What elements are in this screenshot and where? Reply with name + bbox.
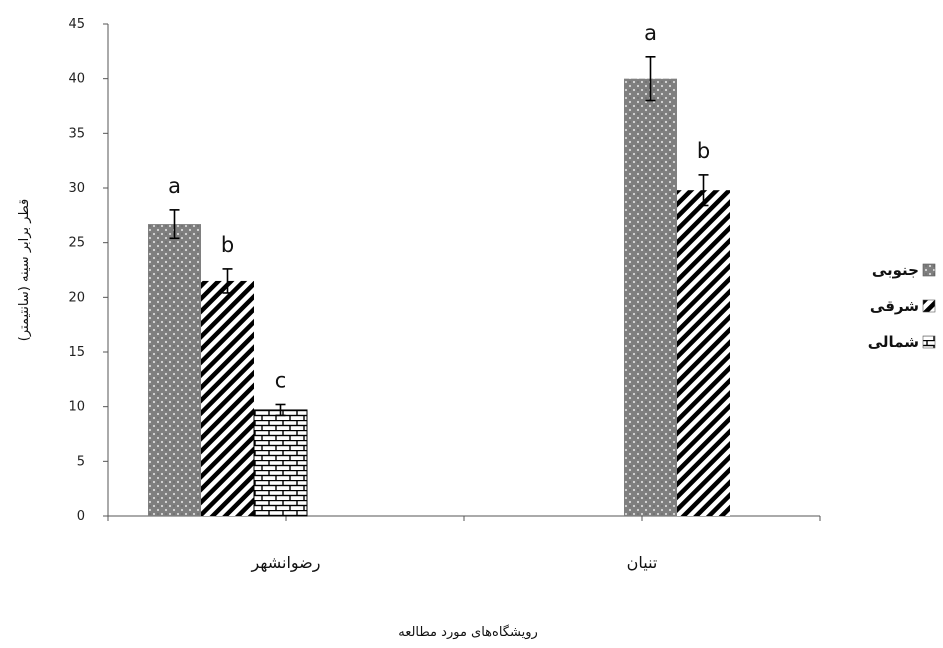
y-tick-label: 40	[68, 72, 85, 87]
significance-letter: a	[168, 174, 181, 198]
legend-label: شرقی	[870, 297, 919, 315]
x-tick-label: تنیان	[627, 553, 658, 572]
legend-label: شمالی	[868, 333, 919, 351]
legend: جنوبی شرقی شمالی	[868, 261, 936, 351]
bar	[677, 190, 730, 517]
y-tick-label: 30	[68, 181, 85, 196]
y-tick-label: 45	[68, 17, 85, 32]
y-tick-group: 0 5 10 15 20 25 30 35 40 45	[68, 17, 108, 524]
y-tick-label: 15	[68, 345, 85, 360]
bar	[624, 78, 677, 517]
y-tick-label: 5	[77, 454, 85, 469]
legend-swatch	[922, 263, 936, 277]
bar	[253, 409, 308, 517]
y-axis: 0 5 10 15 20 25 30 35 40 45	[68, 17, 109, 524]
bars-group: a b c a b	[148, 21, 730, 517]
category-labels: رضوانشهر تنیان	[251, 553, 658, 573]
significance-letter: a	[644, 21, 657, 45]
x-axis-title: رویشگاه‌های مورد مطالعه	[398, 624, 538, 640]
y-tick-label: 0	[77, 509, 85, 524]
significance-letter: b	[221, 233, 234, 257]
x-tick-label: رضوانشهر	[251, 553, 321, 573]
legend-swatch	[922, 335, 936, 349]
significance-letter: c	[275, 368, 287, 392]
y-tick-label: 10	[68, 400, 85, 415]
x-tick-group	[107, 516, 821, 521]
y-tick-label: 35	[68, 126, 85, 141]
bar	[148, 224, 201, 516]
y-axis-title: قطر برابر سینه (سانتیمتر)	[17, 199, 32, 341]
y-tick-label: 25	[68, 236, 85, 251]
bar	[201, 280, 254, 516]
legend-label: جنوبی	[872, 261, 919, 279]
legend-swatch	[922, 299, 936, 313]
x-axis	[107, 515, 821, 521]
significance-letter: b	[697, 139, 710, 163]
y-tick-label: 20	[68, 290, 85, 305]
